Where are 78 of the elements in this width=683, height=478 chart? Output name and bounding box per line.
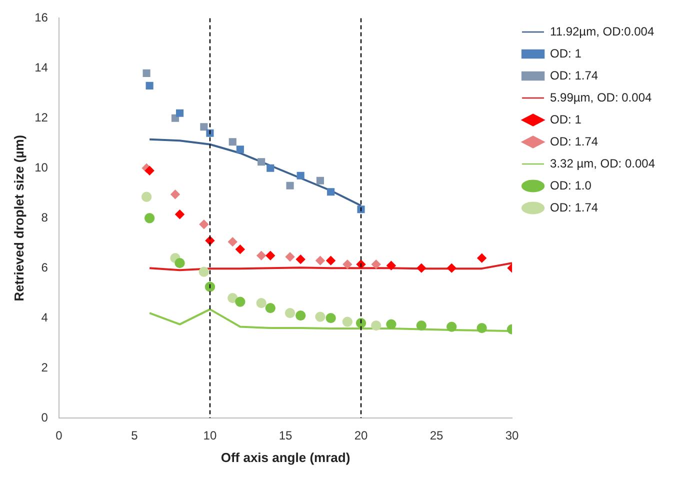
point bbox=[200, 123, 208, 131]
point bbox=[204, 282, 216, 292]
legend-label: 11.92µm, OD:0.004 bbox=[550, 24, 654, 38]
point bbox=[258, 158, 266, 166]
point bbox=[286, 182, 294, 190]
x-tick-label: 0 bbox=[56, 428, 63, 443]
point bbox=[342, 316, 353, 327]
point bbox=[144, 166, 154, 176]
x-tick-label: 10 bbox=[203, 428, 217, 443]
legend-label: OD: 1.74 bbox=[550, 134, 598, 148]
point bbox=[236, 146, 244, 154]
legend-label: OD: 1.74 bbox=[550, 200, 598, 214]
legend-label: 3.32 µm, OD: 0.004 bbox=[550, 156, 656, 170]
point bbox=[228, 292, 238, 304]
point bbox=[326, 312, 336, 324]
legend-label: OD: 1.74 bbox=[550, 68, 598, 82]
point bbox=[327, 188, 335, 196]
x-tick-label: 30 bbox=[505, 428, 520, 443]
y-tick-label: 14 bbox=[34, 60, 48, 74]
point bbox=[256, 298, 266, 308]
point bbox=[476, 322, 487, 334]
point bbox=[477, 253, 486, 263]
y-tick-label: 8 bbox=[41, 210, 48, 224]
point bbox=[206, 129, 214, 137]
point bbox=[256, 250, 266, 260]
x-tick-label: 15 bbox=[278, 428, 292, 443]
y-tick-label: 0 bbox=[41, 410, 48, 424]
y-tick-label: 2 bbox=[41, 360, 48, 374]
point bbox=[228, 237, 238, 246]
point bbox=[356, 318, 366, 328]
point bbox=[416, 263, 426, 273]
point bbox=[174, 258, 185, 268]
point bbox=[342, 260, 352, 269]
legend-label: 5.99µm, OD: 0.004 bbox=[550, 90, 652, 104]
legend-label: OD: 1 bbox=[550, 112, 582, 126]
point bbox=[284, 308, 296, 318]
x-tick-label: 20 bbox=[354, 428, 368, 443]
point bbox=[372, 260, 381, 269]
point bbox=[176, 109, 184, 117]
y-tick-label: 6 bbox=[41, 260, 48, 274]
point bbox=[266, 164, 274, 172]
point bbox=[446, 322, 457, 332]
point bbox=[315, 312, 326, 322]
y-tick-label: 16 bbox=[34, 10, 48, 25]
point bbox=[142, 69, 150, 77]
point bbox=[371, 320, 382, 331]
point bbox=[141, 192, 152, 202]
point bbox=[386, 319, 396, 330]
point bbox=[199, 220, 209, 229]
point bbox=[146, 82, 154, 90]
legend-label: OD: 1 bbox=[550, 46, 582, 60]
point bbox=[266, 250, 275, 260]
point bbox=[416, 320, 427, 331]
point bbox=[175, 210, 184, 219]
point bbox=[316, 256, 325, 266]
point bbox=[228, 138, 236, 146]
y-axis-title: Retrieved droplet size (µm) bbox=[11, 134, 26, 302]
point bbox=[170, 190, 180, 199]
point bbox=[296, 172, 304, 180]
point bbox=[316, 176, 324, 184]
x-axis-title: Off axis angle (mrad) bbox=[220, 450, 350, 465]
y-tick-label: 10 bbox=[34, 160, 48, 174]
legend-label: OD: 1.0 bbox=[550, 178, 592, 192]
point bbox=[386, 260, 396, 270]
x-tick-label: 25 bbox=[430, 428, 444, 443]
point bbox=[326, 256, 336, 266]
point bbox=[296, 254, 306, 264]
x-tick-label: 5 bbox=[131, 428, 138, 443]
y-tick-label: 4 bbox=[41, 310, 48, 324]
point bbox=[235, 296, 246, 307]
point bbox=[144, 213, 155, 224]
point bbox=[295, 310, 306, 321]
point bbox=[198, 266, 210, 277]
point bbox=[265, 302, 276, 314]
point bbox=[285, 252, 295, 262]
y-tick-label: 12 bbox=[34, 110, 48, 124]
point bbox=[447, 263, 456, 273]
point bbox=[236, 244, 245, 254]
